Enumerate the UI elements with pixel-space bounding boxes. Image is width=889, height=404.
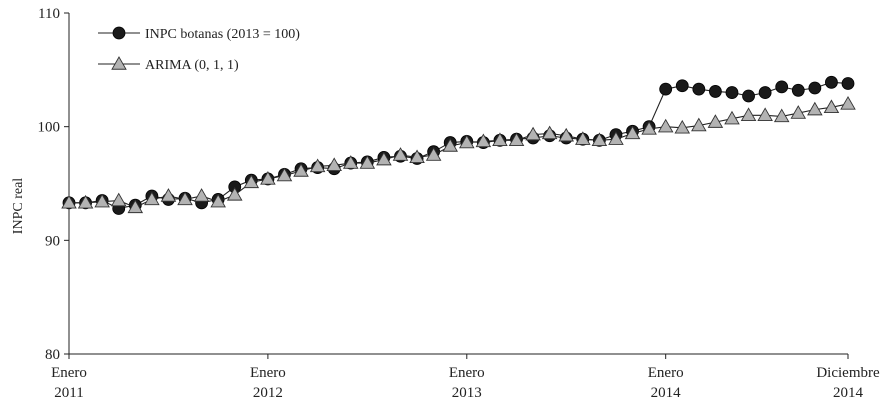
data-point <box>575 131 591 145</box>
data-point <box>691 117 707 132</box>
x-tick-label: Diciembre <box>816 365 880 381</box>
data-point <box>409 149 425 164</box>
data-point <box>61 194 77 209</box>
data-point <box>77 194 94 209</box>
legend-marker <box>112 26 126 40</box>
y-tick-label: 90 <box>45 233 60 249</box>
data-point <box>742 89 755 103</box>
data-point <box>243 174 260 189</box>
data-point <box>808 81 822 95</box>
y-tick-label: 100 <box>38 120 61 136</box>
series-1 <box>62 75 855 215</box>
series-line <box>69 81 849 210</box>
data-point <box>492 132 508 147</box>
x-tick-label: 2014 <box>833 385 864 401</box>
data-point <box>558 127 575 142</box>
data-point <box>442 138 458 152</box>
x-tick-label: Enero <box>449 365 485 381</box>
data-point <box>608 131 624 145</box>
data-point <box>825 75 838 89</box>
series-2 <box>61 96 856 214</box>
data-point <box>707 114 724 128</box>
data-point <box>692 82 706 96</box>
x-tick-label: Enero <box>648 365 684 381</box>
data-point <box>127 199 144 214</box>
data-point <box>823 99 840 114</box>
data-point <box>392 147 409 161</box>
data-point <box>276 167 293 182</box>
x-tick-label: 2014 <box>651 385 682 401</box>
data-point <box>641 121 657 135</box>
data-point <box>724 110 740 125</box>
axes: 80 90 100 110 Enero 2011 Enero 2012 Enero 2013 Ene… <box>38 6 880 401</box>
y-tick-label: 80 <box>45 347 60 363</box>
x-tick-label: 2013 <box>452 385 482 401</box>
data-point <box>359 155 376 169</box>
data-point <box>342 155 359 169</box>
legend-label: ARIMA (0, 1, 1) <box>145 58 239 73</box>
data-point <box>293 163 309 177</box>
data-point <box>210 193 226 208</box>
data-point <box>591 132 608 147</box>
data-point <box>110 192 127 207</box>
y-tick-label: 110 <box>38 6 60 22</box>
data-point <box>226 186 243 201</box>
x-tick-label: 2011 <box>54 385 83 401</box>
data-point <box>459 134 475 149</box>
data-point <box>807 101 823 116</box>
data-point <box>475 133 492 148</box>
data-point <box>790 105 807 119</box>
data-point <box>541 125 558 140</box>
x-tick-label: Enero <box>250 365 286 381</box>
data-point <box>326 157 342 172</box>
x-tick-label: 2012 <box>253 385 283 401</box>
data-point <box>773 108 790 123</box>
data-point <box>425 147 442 161</box>
data-point <box>725 86 739 99</box>
data-point <box>193 188 210 202</box>
data-point <box>260 171 276 185</box>
data-point <box>775 80 789 94</box>
data-point <box>508 132 525 147</box>
data-point <box>309 158 326 173</box>
data-point <box>758 86 772 99</box>
data-point <box>160 188 177 202</box>
legend: INPC botanas (2013 = 100) ARIMA (0, 1, 1) <box>98 26 300 73</box>
x-tick-label: Enero <box>51 365 87 381</box>
data-point <box>841 77 855 90</box>
data-point <box>624 125 641 140</box>
data-point <box>144 191 160 206</box>
data-point <box>376 151 392 166</box>
y-axis-title: INPC real <box>11 178 26 234</box>
data-point <box>674 119 691 134</box>
data-point <box>675 79 689 93</box>
data-point <box>525 126 541 141</box>
data-point <box>840 96 856 110</box>
legend-label: INPC botanas (2013 = 100) <box>145 27 300 42</box>
data-point <box>709 85 722 98</box>
data-point <box>177 191 193 206</box>
data-point <box>94 193 110 208</box>
data-point <box>791 83 805 97</box>
data-point <box>657 118 674 133</box>
data-point <box>740 107 757 122</box>
data-point <box>757 107 773 122</box>
legend-marker <box>111 56 127 70</box>
series-layer <box>61 75 856 215</box>
data-point <box>659 82 673 96</box>
